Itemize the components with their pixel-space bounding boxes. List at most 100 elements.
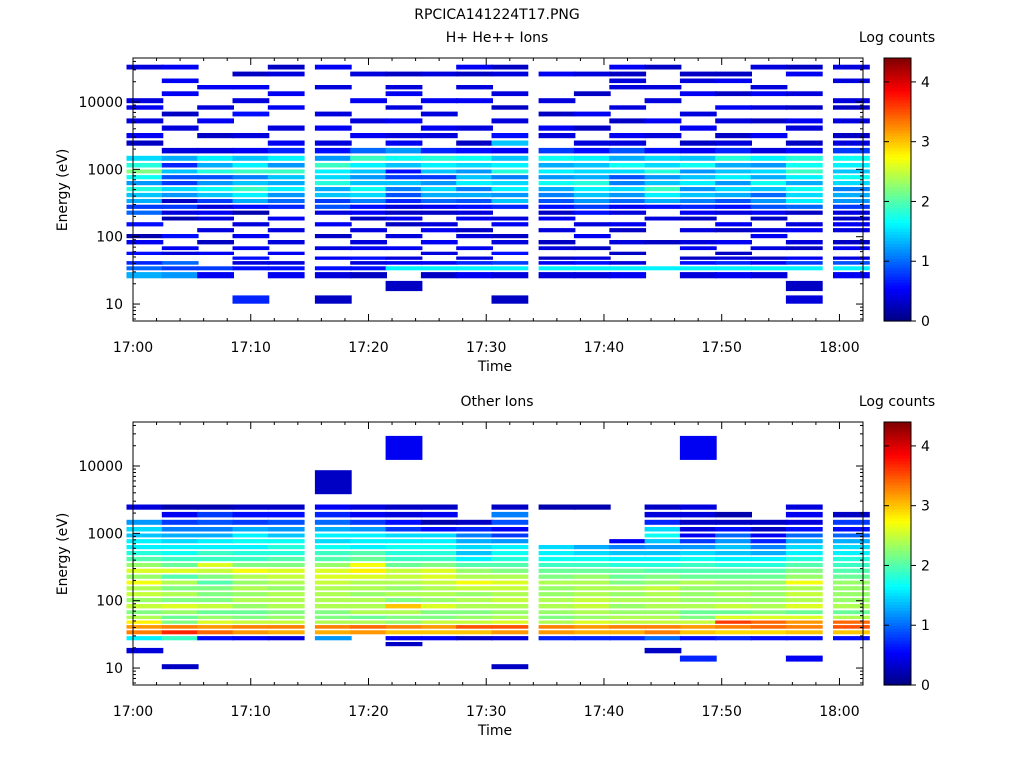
heatmap-cell (538, 272, 576, 279)
heatmap-cell (715, 204, 752, 209)
heatmap-cell (126, 163, 164, 168)
heatmap-cell (232, 636, 270, 641)
colorbar-segment (884, 634, 911, 638)
heatmap-cell (609, 169, 647, 174)
heatmap-cell (456, 125, 493, 131)
heatmap-cell (715, 71, 752, 77)
heatmap-cell (420, 187, 458, 192)
colorbar-segment (884, 667, 911, 671)
colorbar-tick-label: 4 (921, 75, 930, 91)
heatmap-cell (833, 118, 870, 124)
heatmap-cell (644, 519, 682, 525)
heatmap-cell (715, 615, 752, 619)
heatmap-cell (750, 592, 788, 597)
colorbar-segment (884, 484, 911, 489)
y-tick-label: 10 (105, 297, 123, 313)
heatmap-cell (385, 71, 423, 77)
heatmap-cell (350, 272, 387, 279)
heatmap-cell (679, 204, 717, 209)
colorbar-segment (884, 213, 911, 217)
colorbar-segment (884, 99, 911, 104)
heatmap-cell (609, 118, 647, 124)
heatmap-cell (609, 192, 647, 198)
heatmap-cell (785, 527, 823, 532)
colorbar-segment (884, 604, 911, 608)
heatmap-cell (679, 140, 717, 146)
heatmap-cell (232, 610, 270, 615)
heatmap-cell (491, 625, 529, 629)
heatmap-cell (715, 175, 752, 180)
heatmap-cell (679, 580, 717, 585)
heatmap-cell (126, 261, 164, 265)
heatmap-cell (161, 78, 199, 84)
heatmap-cell (644, 98, 682, 104)
heatmap-cell (385, 504, 423, 510)
heatmap-cell (491, 568, 529, 573)
heatmap-cell (750, 118, 788, 124)
heatmap-cell (750, 204, 788, 209)
heatmap-cell (491, 620, 529, 624)
heatmap-cell (750, 181, 788, 186)
heatmap-cell (679, 125, 717, 131)
heatmap-cell (679, 199, 717, 203)
heatmap-cell (491, 240, 529, 245)
heatmap-cell (750, 155, 788, 161)
heatmap-cell (573, 204, 611, 209)
heatmap-cell (573, 604, 611, 609)
heatmap-cell (456, 210, 493, 215)
heatmap-cell (314, 204, 352, 209)
colorbar-segment (884, 439, 911, 444)
heatmap-cell (715, 91, 752, 97)
heatmap-cell (126, 545, 164, 550)
heatmap-cell (538, 598, 576, 603)
colorbar-segment (884, 496, 911, 501)
heatmap-cell (420, 266, 458, 271)
heatmap-cell (609, 272, 647, 279)
heatmap-cell (573, 175, 611, 180)
heatmap-cell (679, 71, 717, 77)
colorbar-tick-label: 4 (921, 439, 930, 455)
heatmap-cell (679, 604, 717, 609)
heatmap-cell (833, 216, 870, 221)
heatmap-cell (232, 511, 270, 518)
heatmap-cell (750, 586, 788, 591)
heatmap-cell (267, 556, 305, 562)
heatmap-cell (679, 655, 717, 662)
heatmap-cell (456, 204, 493, 209)
heatmap-cell (573, 551, 611, 556)
heatmap-cell (420, 222, 458, 227)
heatmap-cell (644, 620, 682, 624)
heatmap-cell (314, 533, 352, 538)
heatmap-cell (267, 64, 305, 70)
heatmap-cell (609, 228, 647, 233)
colorbar-segment (884, 249, 911, 253)
colorbar-segment (884, 646, 911, 650)
heatmap-cell (267, 71, 305, 77)
colorbar-segment (884, 673, 911, 677)
heatmap-cell (456, 140, 493, 146)
heatmap-cell (314, 539, 352, 544)
heatmap-cell (715, 574, 752, 579)
heatmap-cell (833, 519, 870, 525)
colorbar-segment (884, 625, 911, 629)
heatmap-cell (491, 64, 529, 70)
colorbar-segment (884, 105, 911, 110)
heatmap-cell (679, 625, 717, 629)
heatmap-cell (491, 199, 529, 203)
colorbar-segment (884, 481, 911, 486)
heatmap-cell (679, 256, 717, 260)
heatmap-cell (715, 519, 752, 525)
heatmap-cell (232, 187, 270, 192)
colorbar-segment (884, 517, 911, 522)
heatmap-cell (314, 586, 352, 591)
heatmap-cell (350, 256, 387, 260)
heatmap-cell (232, 181, 270, 186)
heatmap-cell (833, 147, 870, 154)
colorbar-segment (884, 204, 911, 209)
heatmap-cell (267, 610, 305, 615)
heatmap-cell (491, 511, 529, 518)
colorbar-segment (884, 219, 911, 223)
heatmap-cell (538, 592, 576, 597)
heatmap-cell (420, 620, 458, 624)
